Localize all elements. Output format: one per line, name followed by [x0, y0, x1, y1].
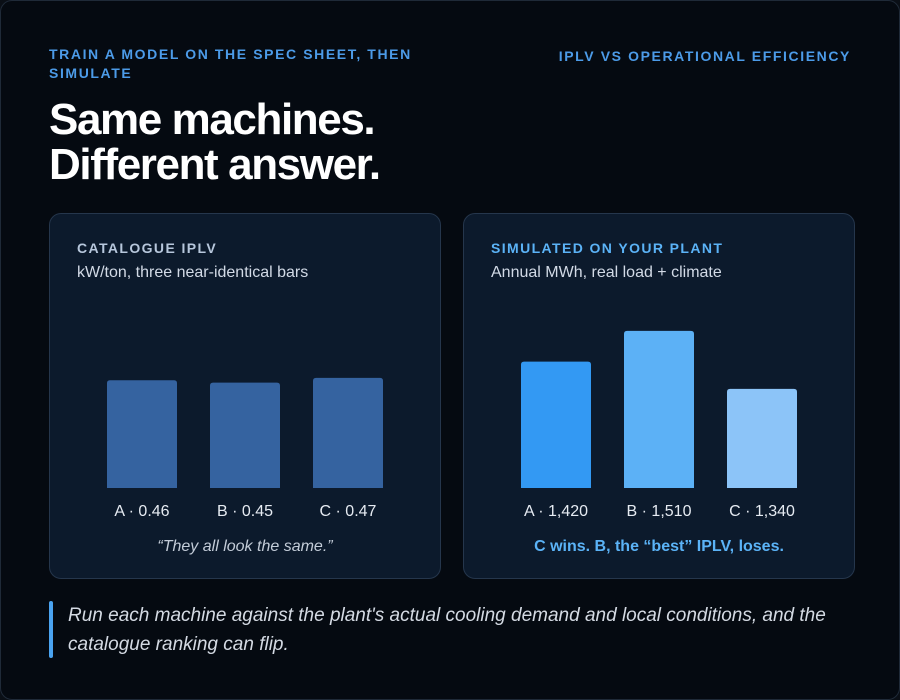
section-tag: IPLV VS OPERATIONAL EFFICIENCY	[558, 48, 851, 64]
panel-subtitle: kW/ton, three near-identical bars	[77, 264, 309, 281]
bar-c	[313, 377, 383, 488]
headline-line-1: Same machines.	[49, 95, 376, 144]
quote-accent-bar	[49, 601, 53, 658]
panel-title: CATALOGUE IPLV	[77, 240, 218, 256]
bar-c	[727, 388, 797, 488]
bar-b	[624, 330, 694, 488]
bar-label-a: A · 1,420	[524, 503, 588, 520]
bar-b	[210, 382, 280, 488]
simulated-mwh-bar-chart: A · 1,420 B · 1,510 C · 1,340	[521, 330, 797, 520]
panel-caption: “They all look the same.”	[157, 538, 333, 555]
catalogue-iplv-panel: CATALOGUE IPLV kW/ton, three near-identi…	[49, 213, 441, 579]
headline: Same machines. Different answer.	[49, 95, 381, 189]
panel-title: SIMULATED ON YOUR PLANT	[491, 240, 724, 256]
iplv-bar-chart: A · 0.46 B · 0.45 C · 0.47	[107, 377, 383, 520]
panel-caption: C wins. B, the “best” IPLV, loses.	[534, 538, 784, 555]
bar-label-b: B · 0.45	[217, 503, 273, 520]
footer-note: Run each machine against the plant's act…	[68, 605, 826, 655]
bar-a	[521, 361, 591, 488]
bar-label-c: C · 0.47	[320, 503, 377, 520]
eyebrow-label: TRAIN A MODEL ON THE SPEC SHEET, THEN SI…	[49, 46, 412, 81]
simulated-plant-panel: SIMULATED ON YOUR PLANT Annual MWh, real…	[463, 213, 855, 579]
panel-subtitle: Annual MWh, real load + climate	[491, 264, 722, 281]
bar-label-c: C · 1,340	[729, 503, 795, 520]
bar-a	[107, 380, 177, 488]
headline-line-2: Different answer.	[49, 140, 381, 189]
bar-label-b: B · 1,510	[627, 503, 692, 520]
bar-label-a: A · 0.46	[114, 503, 169, 520]
